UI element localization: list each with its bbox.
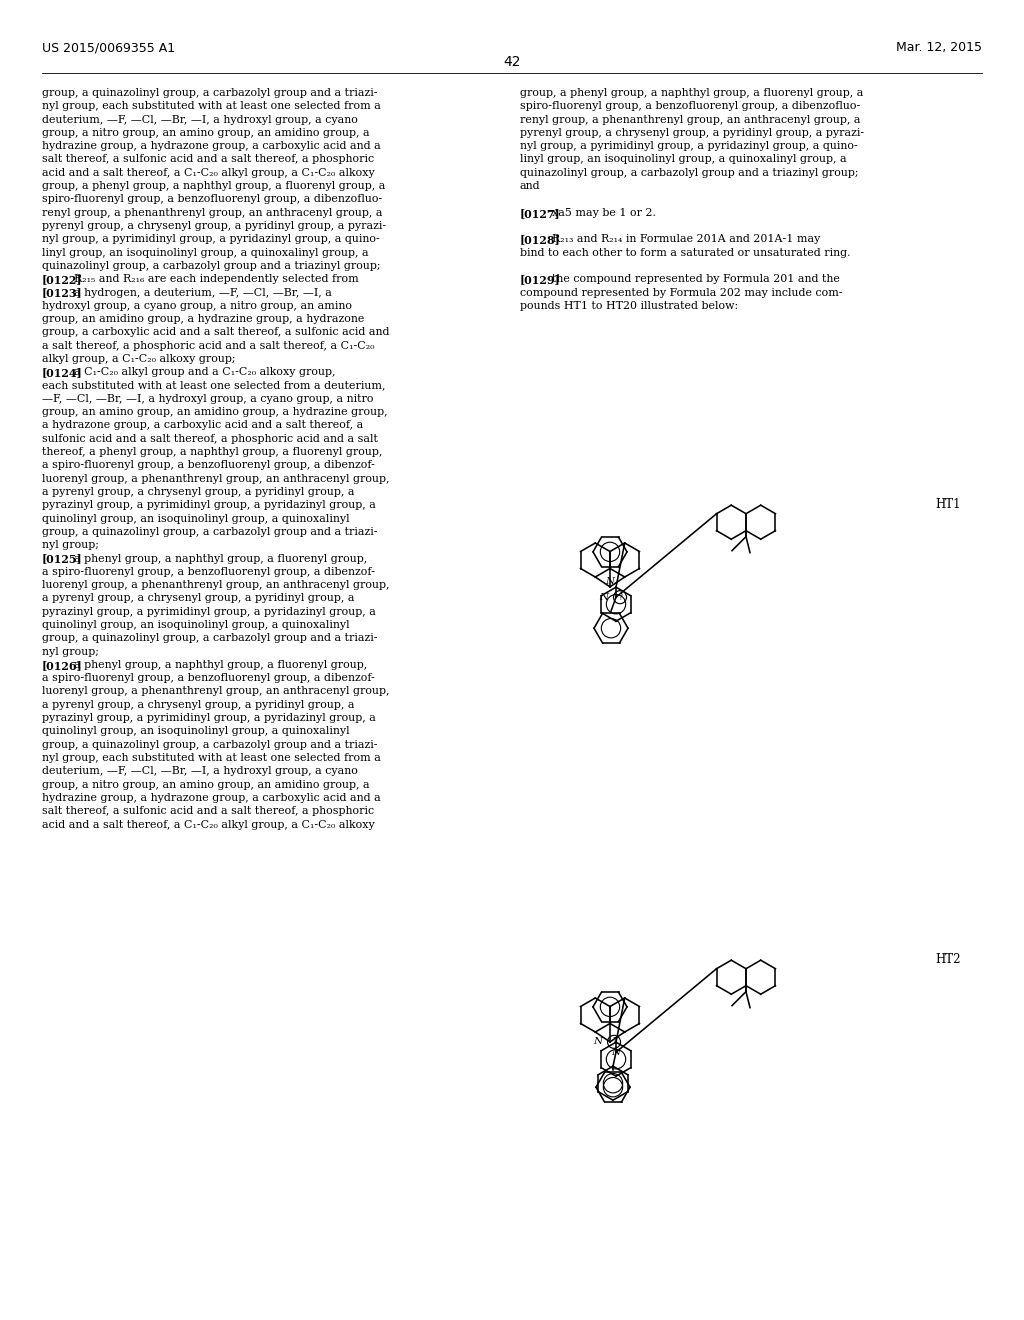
Text: pyrenyl group, a chrysenyl group, a pyridinyl group, a pyrazi-: pyrenyl group, a chrysenyl group, a pyri… (42, 220, 386, 231)
Text: sulfonic acid and a salt thereof, a phosphoric acid and a salt: sulfonic acid and a salt thereof, a phos… (42, 434, 378, 444)
Text: [0129]: [0129] (520, 275, 561, 285)
Text: group, a quinazolinyl group, a carbazolyl group and a triazi-: group, a quinazolinyl group, a carbazoly… (42, 634, 378, 643)
Text: luorenyl group, a phenanthrenyl group, an anthracenyl group,: luorenyl group, a phenanthrenyl group, a… (42, 579, 389, 590)
Text: [0125]: [0125] (42, 553, 83, 565)
Text: bind to each other to form a saturated or unsaturated ring.: bind to each other to form a saturated o… (520, 248, 851, 257)
Text: quinolinyl group, an isoquinolinyl group, a quinoxalinyl: quinolinyl group, an isoquinolinyl group… (42, 726, 349, 737)
Text: and: and (520, 181, 541, 191)
Text: xa5 may be 1 or 2.: xa5 may be 1 or 2. (552, 207, 656, 218)
Text: hydrazine group, a hydrazone group, a carboxylic acid and a: hydrazine group, a hydrazone group, a ca… (42, 793, 381, 803)
Text: each substituted with at least one selected from a deuterium,: each substituted with at least one selec… (42, 380, 385, 391)
Text: pounds HT1 to HT20 illustrated below:: pounds HT1 to HT20 illustrated below: (520, 301, 738, 310)
Text: R₂₁₃ and R₂₁₄ in Formulae 201A and 201A-1 may: R₂₁₃ and R₂₁₄ in Formulae 201A and 201A-… (552, 235, 820, 244)
Text: deuterium, —F, —Cl, —Br, —I, a hydroxyl group, a cyano: deuterium, —F, —Cl, —Br, —I, a hydroxyl … (42, 767, 357, 776)
Text: a C₁-C₂₀ alkyl group and a C₁-C₂₀ alkoxy group,: a C₁-C₂₀ alkyl group and a C₁-C₂₀ alkoxy… (74, 367, 336, 378)
Text: deuterium, —F, —Cl, —Br, —I, a hydroxyl group, a cyano: deuterium, —F, —Cl, —Br, —I, a hydroxyl … (42, 115, 357, 124)
Text: group, a nitro group, an amino group, an amidino group, a: group, a nitro group, an amino group, an… (42, 780, 370, 789)
Text: nyl group, a pyrimidinyl group, a pyridazinyl group, a quino-: nyl group, a pyrimidinyl group, a pyrida… (520, 141, 858, 152)
Text: quinazolinyl group, a carbazolyl group and a triazinyl group;: quinazolinyl group, a carbazolyl group a… (42, 261, 381, 271)
Text: Mar. 12, 2015: Mar. 12, 2015 (896, 41, 982, 54)
Text: linyl group, an isoquinolinyl group, a quinoxalinyl group, a: linyl group, an isoquinolinyl group, a q… (42, 248, 369, 257)
Text: the compound represented by Formula 201 and the: the compound represented by Formula 201 … (552, 275, 840, 284)
Text: quinolinyl group, an isoquinolinyl group, a quinoxalinyl: quinolinyl group, an isoquinolinyl group… (42, 620, 349, 630)
Text: —F, —Cl, —Br, —I, a hydroxyl group, a cyano group, a nitro: —F, —Cl, —Br, —I, a hydroxyl group, a cy… (42, 393, 374, 404)
Text: a salt thereof, a phosphoric acid and a salt thereof, a C₁-C₂₀: a salt thereof, a phosphoric acid and a … (42, 341, 375, 351)
Text: group, a phenyl group, a naphthyl group, a fluorenyl group, a: group, a phenyl group, a naphthyl group,… (520, 88, 863, 98)
Text: [0123]: [0123] (42, 288, 83, 298)
Text: acid and a salt thereof, a C₁-C₂₀ alkyl group, a C₁-C₂₀ alkoxy: acid and a salt thereof, a C₁-C₂₀ alkyl … (42, 820, 375, 829)
Text: a hydrazone group, a carboxylic acid and a salt thereof, a: a hydrazone group, a carboxylic acid and… (42, 421, 364, 430)
Text: 42: 42 (503, 55, 521, 69)
Text: [0127]: [0127] (520, 207, 560, 219)
Text: ?: ? (618, 593, 622, 602)
Text: nyl group, each substituted with at least one selected from a: nyl group, each substituted with at leas… (42, 102, 381, 111)
Text: pyrazinyl group, a pyrimidinyl group, a pyridazinyl group, a: pyrazinyl group, a pyrimidinyl group, a … (42, 713, 376, 723)
Text: hydroxyl group, a cyano group, a nitro group, an amino: hydroxyl group, a cyano group, a nitro g… (42, 301, 352, 310)
Text: group, an amidino group, a hydrazine group, a hydrazone: group, an amidino group, a hydrazine gro… (42, 314, 365, 325)
Text: a phenyl group, a naphthyl group, a fluorenyl group,: a phenyl group, a naphthyl group, a fluo… (74, 660, 368, 671)
Text: group, a quinazolinyl group, a carbazolyl group and a triazi-: group, a quinazolinyl group, a carbazoly… (42, 527, 378, 537)
Text: a spiro-fluorenyl group, a benzofluorenyl group, a dibenzof-: a spiro-fluorenyl group, a benzofluoreny… (42, 566, 375, 577)
Text: linyl group, an isoquinolinyl group, a quinoxalinyl group, a: linyl group, an isoquinolinyl group, a q… (520, 154, 847, 165)
Text: group, a carboxylic acid and a salt thereof, a sulfonic acid and: group, a carboxylic acid and a salt ther… (42, 327, 389, 338)
Text: [0124]: [0124] (42, 367, 83, 379)
Text: luorenyl group, a phenanthrenyl group, an anthracenyl group,: luorenyl group, a phenanthrenyl group, a… (42, 686, 389, 697)
Text: group, a quinazolinyl group, a carbazolyl group and a triazi-: group, a quinazolinyl group, a carbazoly… (42, 88, 378, 98)
Text: renyl group, a phenanthrenyl group, an anthracenyl group, a: renyl group, a phenanthrenyl group, an a… (520, 115, 860, 124)
Text: [0122]: [0122] (42, 275, 83, 285)
Text: hydrazine group, a hydrazone group, a carboxylic acid and a: hydrazine group, a hydrazone group, a ca… (42, 141, 381, 152)
Text: group, a quinazolinyl group, a carbazolyl group and a triazi-: group, a quinazolinyl group, a carbazoly… (42, 739, 378, 750)
Text: pyrenyl group, a chrysenyl group, a pyridinyl group, a pyrazi-: pyrenyl group, a chrysenyl group, a pyri… (520, 128, 864, 137)
Text: nyl group, a pyrimidinyl group, a pyridazinyl group, a quino-: nyl group, a pyrimidinyl group, a pyrida… (42, 235, 380, 244)
Text: salt thereof, a sulfonic acid and a salt thereof, a phosphoric: salt thereof, a sulfonic acid and a salt… (42, 154, 374, 165)
Text: R₂₁₅ and R₂₁₆ are each independently selected from: R₂₁₅ and R₂₁₆ are each independently sel… (74, 275, 359, 284)
Text: alkyl group, a C₁-C₂₀ alkoxy group;: alkyl group, a C₁-C₂₀ alkoxy group; (42, 354, 236, 364)
Text: a hydrogen, a deuterium, —F, —Cl, —Br, —I, a: a hydrogen, a deuterium, —F, —Cl, —Br, —… (74, 288, 332, 297)
Text: salt thereof, a sulfonic acid and a salt thereof, a phosphoric: salt thereof, a sulfonic acid and a salt… (42, 807, 374, 816)
Text: [0126]: [0126] (42, 660, 83, 671)
Text: renyl group, a phenanthrenyl group, an anthracenyl group, a: renyl group, a phenanthrenyl group, an a… (42, 207, 383, 218)
Text: nyl group;: nyl group; (42, 647, 99, 656)
Text: a pyrenyl group, a chrysenyl group, a pyridinyl group, a: a pyrenyl group, a chrysenyl group, a py… (42, 487, 354, 498)
Text: acid and a salt thereof, a C₁-C₂₀ alkyl group, a C₁-C₂₀ alkoxy: acid and a salt thereof, a C₁-C₂₀ alkyl … (42, 168, 375, 178)
Text: nyl group;: nyl group; (42, 540, 99, 550)
Text: luorenyl group, a phenanthrenyl group, an anthracenyl group,: luorenyl group, a phenanthrenyl group, a… (42, 474, 389, 483)
Text: a pyrenyl group, a chrysenyl group, a pyridinyl group, a: a pyrenyl group, a chrysenyl group, a py… (42, 700, 354, 710)
Text: nyl group, each substituted with at least one selected from a: nyl group, each substituted with at leas… (42, 752, 381, 763)
Text: N: N (611, 1048, 621, 1057)
Text: HT2: HT2 (935, 953, 961, 966)
Text: N: N (599, 593, 608, 602)
Text: spiro-fluorenyl group, a benzofluorenyl group, a dibenzofluo-: spiro-fluorenyl group, a benzofluorenyl … (42, 194, 382, 205)
Text: quinazolinyl group, a carbazolyl group and a triazinyl group;: quinazolinyl group, a carbazolyl group a… (520, 168, 858, 178)
Text: N: N (605, 577, 614, 586)
Text: pyrazinyl group, a pyrimidinyl group, a pyridazinyl group, a: pyrazinyl group, a pyrimidinyl group, a … (42, 500, 376, 511)
Text: N: N (593, 1038, 602, 1047)
Text: US 2015/0069355 A1: US 2015/0069355 A1 (42, 41, 175, 54)
Text: a spiro-fluorenyl group, a benzofluorenyl group, a dibenzof-: a spiro-fluorenyl group, a benzofluoreny… (42, 673, 375, 684)
Text: pyrazinyl group, a pyrimidinyl group, a pyridazinyl group, a: pyrazinyl group, a pyrimidinyl group, a … (42, 607, 376, 616)
Text: quinolinyl group, an isoquinolinyl group, a quinoxalinyl: quinolinyl group, an isoquinolinyl group… (42, 513, 349, 524)
Text: group, a nitro group, an amino group, an amidino group, a: group, a nitro group, an amino group, an… (42, 128, 370, 137)
Text: HT1: HT1 (935, 498, 961, 511)
Text: [0128]: [0128] (520, 235, 561, 246)
Text: compound represented by Formula 202 may include com-: compound represented by Formula 202 may … (520, 288, 843, 297)
Text: ?: ? (612, 1038, 616, 1047)
Text: a phenyl group, a naphthyl group, a fluorenyl group,: a phenyl group, a naphthyl group, a fluo… (74, 553, 368, 564)
Text: group, a phenyl group, a naphthyl group, a fluorenyl group, a: group, a phenyl group, a naphthyl group,… (42, 181, 385, 191)
Text: group, an amino group, an amidino group, a hydrazine group,: group, an amino group, an amidino group,… (42, 407, 388, 417)
Text: spiro-fluorenyl group, a benzofluorenyl group, a dibenzofluo-: spiro-fluorenyl group, a benzofluorenyl … (520, 102, 860, 111)
Text: a spiro-fluorenyl group, a benzofluorenyl group, a dibenzof-: a spiro-fluorenyl group, a benzofluoreny… (42, 461, 375, 470)
Text: a pyrenyl group, a chrysenyl group, a pyridinyl group, a: a pyrenyl group, a chrysenyl group, a py… (42, 594, 354, 603)
Text: thereof, a phenyl group, a naphthyl group, a fluorenyl group,: thereof, a phenyl group, a naphthyl grou… (42, 447, 382, 457)
